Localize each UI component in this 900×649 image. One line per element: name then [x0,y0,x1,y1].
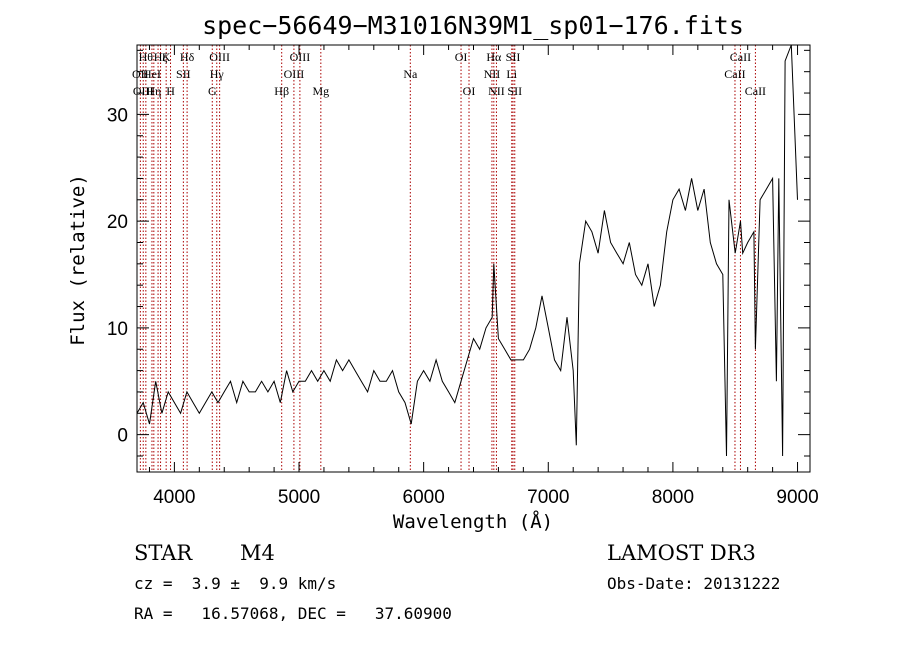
spectral-line-label: Hη [146,84,161,98]
axis-ticks: 4000 5000 6000 7000 8000 9000 0 10 20 30 [107,45,819,508]
spectral-line-label: OIII [133,84,154,98]
spectral-line-markers [139,45,756,472]
x-tick-label: 9000 [776,487,818,508]
spectral-line-label: OIII [284,67,305,81]
x-axis-label: Wavelength (Å) [393,510,553,533]
object-class: STAR [134,541,193,565]
spectral-line-label: Li [506,67,517,81]
flux-series-line [136,44,798,457]
chart-title: spec−56649−M31016N39M1_sp01−176.fits [202,11,744,40]
x-tick-label: 5000 [278,487,320,508]
spectral-line-label: SII [506,50,521,64]
spectral-line-label: CaII [724,67,745,81]
spectral-line-label: G [208,84,217,98]
y-tick-label: 10 [107,319,128,340]
x-tick-label: 7000 [527,487,569,508]
spectral-line-label: Hδ [180,50,195,64]
spectral-line-label: OIII [290,50,311,64]
y-axis-label: Flux (relative) [67,174,89,346]
spectral-line-label: OI [455,50,468,64]
survey-name: LAMOST DR3 [607,541,756,565]
spectral-line-label: OIII [209,50,230,64]
spectral-line-label: Na [403,67,418,81]
spectral-line-label: Hθ [139,50,154,64]
spectral-line-label: NII [484,67,501,81]
spectral-line-label: HeI [143,67,161,81]
y-tick-label: 30 [107,105,128,126]
redshift-text: cz = 3.9 ± 9.9 km/s [134,574,337,593]
spectral-line-label: H [166,84,175,98]
spectral-line-label: CaII [730,50,751,64]
x-tick-label: 8000 [652,487,694,508]
spectral-line-label: Hα [486,50,502,64]
x-tick-label: 4000 [153,487,195,508]
object-subclass: M4 [240,541,275,565]
spectral-line-labels: OIIOIIIHθHeIHηHζKHSIIHδGHγOIIIHβOIIIOIII… [132,50,766,98]
spectral-line-label: SII [176,67,191,81]
coordinates: RA = 16.57068, DEC = 37.60900 [134,604,452,623]
spectral-line-label: NII [488,84,505,98]
spectral-line-label: Hγ [210,67,225,81]
spectral-line-label: K [162,50,171,64]
y-tick-label: 20 [107,212,128,233]
y-tick-label: 0 [117,426,128,447]
spectral-line-label: Mg [312,84,329,98]
spectral-line-label: CaII [745,84,766,98]
plot-frame [136,44,811,473]
spectral-line-label: Hβ [274,84,289,98]
spectral-line-label: SII [507,84,522,98]
spectral-line-label: OI [463,84,476,98]
spectral-line-label: Hζ [154,50,168,64]
x-tick-label: 6000 [403,487,445,508]
spectral-line-label: OII [132,67,149,81]
obs-date: Obs-Date: 20131222 [607,574,781,593]
